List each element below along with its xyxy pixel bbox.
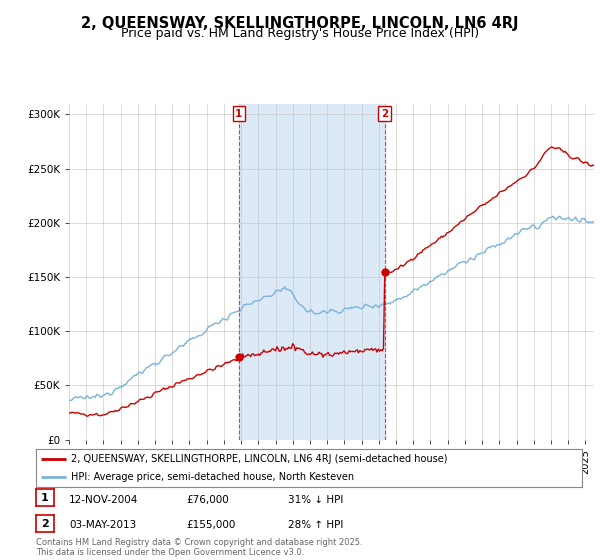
Text: 2: 2 bbox=[381, 109, 388, 119]
Text: 03-MAY-2013: 03-MAY-2013 bbox=[69, 520, 136, 530]
Text: HPI: Average price, semi-detached house, North Kesteven: HPI: Average price, semi-detached house,… bbox=[71, 472, 355, 482]
Text: 12-NOV-2004: 12-NOV-2004 bbox=[69, 494, 139, 505]
Text: Contains HM Land Registry data © Crown copyright and database right 2025.
This d: Contains HM Land Registry data © Crown c… bbox=[36, 538, 362, 557]
Text: 1: 1 bbox=[235, 109, 242, 119]
Text: 2, QUEENSWAY, SKELLINGTHORPE, LINCOLN, LN6 4RJ: 2, QUEENSWAY, SKELLINGTHORPE, LINCOLN, L… bbox=[81, 16, 519, 31]
Text: 1: 1 bbox=[41, 493, 49, 503]
Text: £155,000: £155,000 bbox=[186, 520, 235, 530]
Text: 31% ↓ HPI: 31% ↓ HPI bbox=[288, 494, 343, 505]
Text: 28% ↑ HPI: 28% ↑ HPI bbox=[288, 520, 343, 530]
Text: £76,000: £76,000 bbox=[186, 494, 229, 505]
Text: Price paid vs. HM Land Registry's House Price Index (HPI): Price paid vs. HM Land Registry's House … bbox=[121, 27, 479, 40]
Bar bbox=[239, 104, 385, 440]
Text: 2, QUEENSWAY, SKELLINGTHORPE, LINCOLN, LN6 4RJ (semi-detached house): 2, QUEENSWAY, SKELLINGTHORPE, LINCOLN, L… bbox=[71, 454, 448, 464]
Text: 2: 2 bbox=[41, 519, 49, 529]
